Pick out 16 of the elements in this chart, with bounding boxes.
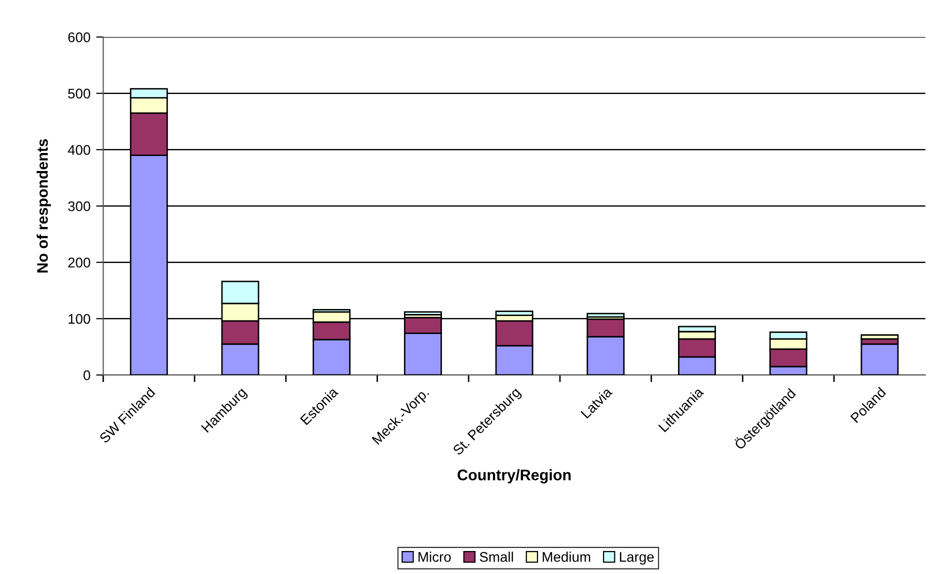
y-tick-label: 100 [68,314,90,324]
legend-label: Small [480,552,513,562]
bar [860,343,899,375]
legend-label: Medium [542,552,590,562]
y-axis-title: No of respondents [36,139,51,272]
y-tick-label: 0 [84,370,90,380]
legend-label: Micro [418,552,451,562]
y-tick-label: 400 [68,145,90,155]
y-tick-label: 200 [68,258,90,268]
y-tick-label: 600 [68,32,90,42]
bar [404,311,442,316]
legend-label: Large [620,552,654,565]
y-tick-label: 300 [68,201,90,212]
y-tick-label: 500 [68,88,90,99]
x-axis-title: Country/Region [458,469,571,484]
bar [586,312,625,318]
